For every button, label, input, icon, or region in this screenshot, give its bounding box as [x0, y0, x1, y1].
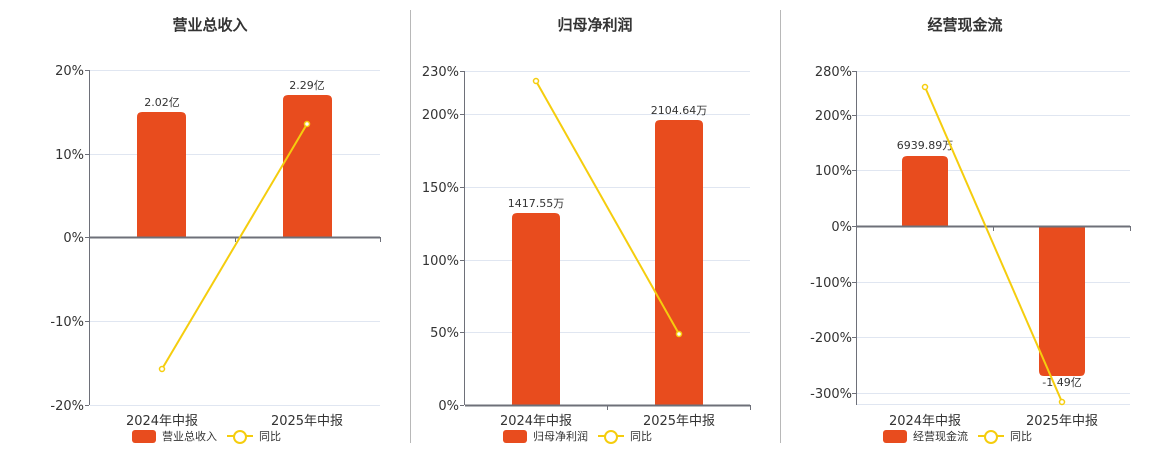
x-tick: 2025年中报 [643, 414, 715, 429]
legend-line-swatch[interactable] [598, 429, 624, 444]
y-tick: 50% [430, 326, 459, 341]
x-tick: 2024年中报 [126, 414, 198, 429]
yoy-point[interactable] [158, 365, 166, 373]
legend-line-swatch[interactable] [978, 429, 1004, 444]
y-tick: -100% [810, 276, 852, 291]
yoy-line [924, 86, 1063, 403]
legend-line-label[interactable]: 同比 [1010, 430, 1032, 443]
legend-bar-swatch[interactable] [883, 429, 907, 443]
yoy-line [535, 80, 680, 335]
chart-panel-revenue: 营业总收入 20% 10% 0% -10% -20% 2.02亿 2.29亿 [0, 0, 410, 450]
bar-2024[interactable] [137, 112, 186, 237]
bar-2025[interactable] [283, 95, 332, 237]
chart-plot: 20% 10% 0% -10% -20% 2.02亿 2.29亿 2024年中报… [50, 64, 381, 429]
x-tick: 2024年中报 [889, 414, 961, 429]
y-tick: -300% [810, 387, 852, 402]
yoy-point[interactable] [532, 77, 540, 85]
legend: 经营现金流 同比 [883, 428, 1032, 444]
y-tick: 100% [422, 254, 459, 269]
yoy-point[interactable] [303, 120, 311, 128]
y-tick: 200% [422, 108, 459, 123]
y-tick: 0% [831, 220, 852, 235]
y-tick: 10% [55, 148, 84, 163]
y-tick: 150% [422, 181, 459, 196]
chart-title: 营业总收入 [172, 16, 248, 34]
x-tick: 2025年中报 [271, 414, 343, 429]
bar-value-label: 2.29亿 [289, 79, 325, 92]
y-tick: -200% [810, 331, 852, 346]
y-tick: 0% [438, 399, 459, 414]
yoy-point[interactable] [675, 330, 683, 338]
legend: 营业总收入 同比 [132, 428, 281, 444]
legend-bar-label[interactable]: 归母净利润 [533, 430, 588, 443]
yoy-point[interactable] [921, 83, 929, 91]
legend-line-swatch[interactable] [227, 429, 253, 444]
y-tick: -10% [50, 315, 84, 330]
yoy-point[interactable] [1058, 398, 1066, 406]
chart-panel-net-profit: 归母净利润 230% 200% 150% 100% 50% 0% 1417.55… [422, 16, 751, 444]
y-tick: 280% [815, 65, 852, 80]
legend-line-label[interactable]: 同比 [630, 430, 652, 443]
bar-value-label: 2.02亿 [144, 96, 180, 109]
bar-2024[interactable] [512, 213, 560, 405]
bar-value-label: 6939.89万 [897, 139, 954, 152]
legend-bar-swatch[interactable] [503, 429, 527, 443]
panel-divider [410, 10, 411, 443]
legend-bar-label[interactable]: 经营现金流 [913, 430, 968, 443]
y-tick: 0% [63, 231, 84, 246]
chart-title: 归母净利润 [557, 16, 633, 34]
legend-bar-label[interactable]: 营业总收入 [162, 430, 217, 443]
legend-bar-swatch[interactable] [132, 429, 156, 443]
bar-value-label: -1.49亿 [1042, 376, 1081, 389]
bar-2025[interactable] [655, 120, 703, 405]
bar-value-label: 1417.55万 [508, 197, 565, 210]
y-tick: -20% [50, 399, 84, 414]
y-tick: 230% [422, 65, 459, 80]
y-tick: 20% [55, 64, 84, 79]
legend: 归母净利润 同比 [503, 428, 652, 444]
bar-2025[interactable] [1039, 226, 1085, 376]
bar-value-label: 2104.64万 [651, 104, 708, 117]
yoy-line [161, 123, 308, 370]
y-tick: 200% [815, 109, 852, 124]
bar-2024[interactable] [902, 156, 948, 226]
legend-line-label[interactable]: 同比 [259, 430, 281, 443]
chart-plot: 230% 200% 150% 100% 50% 0% 1417.55万 2104… [422, 65, 751, 429]
panel-divider [780, 10, 781, 443]
x-tick: 2025年中报 [1026, 414, 1098, 429]
chart-title: 经营现金流 [927, 16, 1003, 34]
y-tick: 100% [815, 164, 852, 179]
x-tick: 2024年中报 [500, 414, 572, 429]
